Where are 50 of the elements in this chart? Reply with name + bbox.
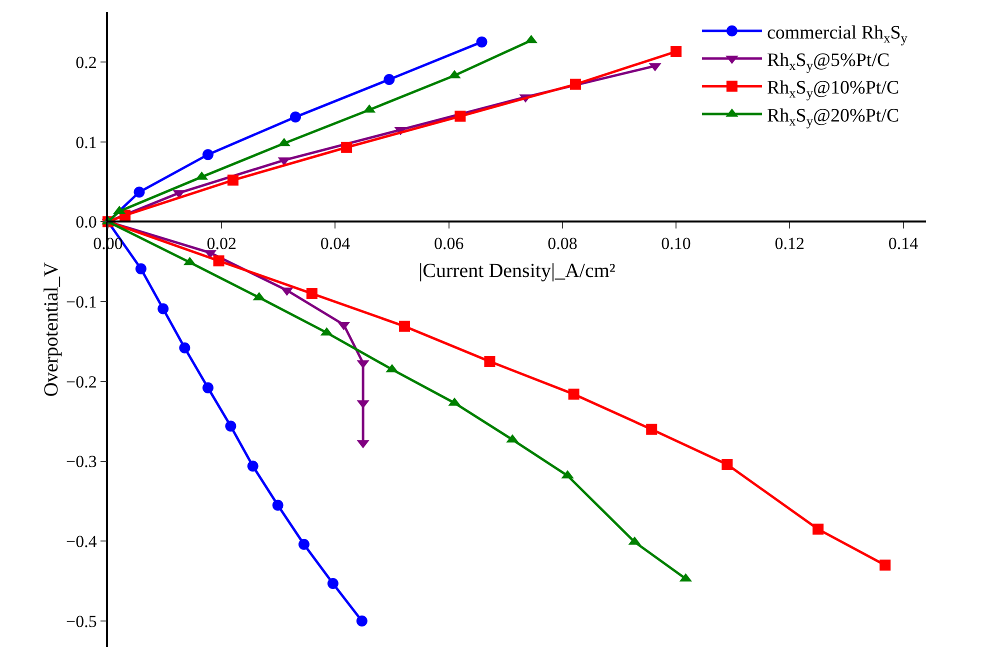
y-tick-label: −0.3 xyxy=(66,452,97,472)
point xyxy=(356,616,368,627)
point xyxy=(213,255,224,266)
x-tick-label: 0.04 xyxy=(320,234,351,253)
y-tick-label: 0.2 xyxy=(76,52,97,72)
legend-label: commercial Rh$_{x}$S$_{y}$ xyxy=(766,22,908,46)
point xyxy=(341,142,352,153)
x-tick-label: 0.10 xyxy=(661,234,691,253)
y-tick-label: 0.1 xyxy=(76,132,97,152)
point xyxy=(298,538,310,550)
x-tick-label: 0.08 xyxy=(548,234,578,253)
point xyxy=(722,458,733,470)
legend-label: Rh$_{x}$S$_{y}$@5%Pt/C xyxy=(766,50,890,73)
point xyxy=(272,500,284,511)
point xyxy=(454,110,466,122)
x-tick-label: 0.14 xyxy=(888,234,919,253)
point xyxy=(399,320,410,332)
y-tick-label: −0.2 xyxy=(66,372,97,392)
point xyxy=(568,388,580,400)
legend-label: Rh$_{x}$S$_{y}$@20%Pt/C xyxy=(766,105,900,128)
point xyxy=(202,382,214,394)
point xyxy=(570,78,582,90)
y-axis-title: Overpotential_V xyxy=(40,262,62,397)
y-tick-label: −0.5 xyxy=(66,612,97,631)
x-axis-title: |Current Density|_A/cm² xyxy=(418,260,616,282)
x-tick-label: 0.06 xyxy=(434,234,464,253)
point xyxy=(227,174,238,186)
point xyxy=(476,36,488,48)
point xyxy=(158,303,169,314)
point xyxy=(290,112,301,123)
point xyxy=(484,356,496,367)
point xyxy=(384,74,395,85)
x-tick-label: 0.02 xyxy=(206,234,236,253)
point xyxy=(179,342,190,354)
x-tick-label: 0.12 xyxy=(774,234,805,253)
point xyxy=(670,46,682,58)
point xyxy=(134,186,145,198)
point xyxy=(812,524,824,535)
point xyxy=(135,263,146,274)
point xyxy=(327,578,338,589)
legend-label: Rh$_{x}$S$_{y}$@10%Pt/C xyxy=(766,78,900,101)
point xyxy=(880,560,891,571)
point xyxy=(202,149,214,160)
point xyxy=(247,460,258,472)
y-tick-label: −0.1 xyxy=(66,292,97,312)
y-tick-label: −0.4 xyxy=(66,532,98,552)
point xyxy=(646,424,658,435)
y-tick-label: 0.0 xyxy=(76,212,97,232)
point xyxy=(225,420,236,432)
point xyxy=(306,288,318,300)
